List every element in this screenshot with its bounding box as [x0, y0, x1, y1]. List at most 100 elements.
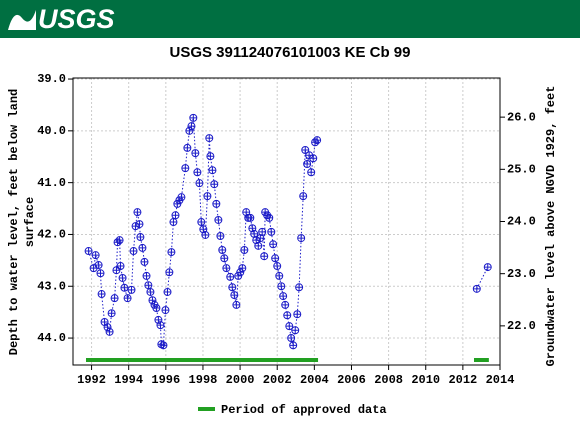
data-point [133, 208, 142, 217]
data-point [142, 271, 151, 280]
data-point [156, 321, 165, 330]
data-point [236, 268, 245, 277]
data-point [112, 266, 121, 275]
y2-tick-label: 26.0 [507, 110, 536, 124]
data-point [152, 304, 161, 313]
data-point [226, 272, 235, 281]
data-point [135, 220, 144, 229]
y-tick-label: 41.0 [37, 176, 66, 190]
y-tick-label: 39.0 [37, 72, 66, 86]
y-axis-label: Depth to water level, feet below land [7, 89, 21, 355]
usgs-logo: USGS [8, 4, 115, 34]
x-tick-label: 1992 [77, 373, 106, 387]
plot-frame [72, 77, 501, 366]
data-point [136, 233, 145, 242]
data-point [163, 287, 172, 296]
data-point [216, 232, 225, 240]
data-point [307, 168, 316, 177]
data-point [246, 213, 255, 222]
data-point [183, 143, 192, 152]
data-point [118, 273, 127, 282]
data-point [228, 283, 237, 292]
data-point [110, 294, 119, 303]
data-point [148, 296, 157, 305]
data-point [287, 334, 296, 343]
data-point [210, 180, 219, 189]
data-point [91, 251, 100, 260]
data-point [218, 246, 227, 254]
data-point [105, 327, 114, 336]
data-point [472, 284, 481, 293]
data-point [214, 215, 223, 224]
data-point [191, 149, 200, 158]
data-point [193, 168, 202, 177]
data-point [230, 291, 239, 300]
x-tick-label: 2012 [448, 373, 477, 387]
y2-tick-label: 23.0 [507, 267, 536, 281]
data-point [269, 240, 278, 249]
data-point [291, 326, 300, 335]
data-point [301, 146, 310, 154]
data-point [97, 289, 106, 299]
header-bar [0, 0, 580, 38]
data-point [177, 193, 186, 202]
data-point [309, 154, 318, 163]
data-point [212, 199, 221, 208]
y-tick-label: 44.0 [37, 331, 66, 345]
data-point [107, 309, 116, 318]
data-point [115, 236, 124, 245]
data-point [303, 160, 312, 168]
data-point [169, 218, 178, 227]
y-tick-label: 43.0 [37, 279, 66, 293]
data-point [260, 252, 269, 261]
data-point [120, 283, 129, 292]
data-point [140, 257, 149, 266]
data-point [283, 311, 292, 320]
data-point [116, 262, 125, 271]
data-point [127, 285, 136, 294]
data-point [295, 283, 304, 292]
x-tick-label: 2014 [486, 373, 515, 387]
logo-text: USGS [38, 4, 115, 34]
data-point [167, 248, 176, 257]
legend-label: Period of approved data [221, 403, 387, 417]
data-point [161, 306, 170, 315]
data-point [187, 122, 196, 131]
data-point [181, 164, 190, 173]
data-point [144, 281, 153, 290]
data-point [250, 229, 259, 238]
y-tick-label: 40.0 [37, 124, 66, 138]
data-point [206, 152, 215, 161]
data-line [88, 117, 318, 347]
data-point [94, 261, 103, 270]
data-point [165, 268, 174, 277]
data-point [222, 264, 231, 273]
data-point [103, 323, 112, 332]
y2-tick-label: 25.0 [507, 162, 536, 176]
x-tick-label: 2004 [300, 373, 329, 387]
data-point [123, 294, 132, 303]
data-point [197, 218, 206, 227]
data-point [138, 243, 147, 252]
data-point [129, 247, 138, 256]
data-point [277, 282, 286, 291]
data-point [96, 269, 105, 278]
data-point [254, 241, 263, 250]
data-point [84, 247, 93, 256]
x-tick-label: 1998 [189, 373, 218, 387]
data-point [483, 263, 492, 272]
data-point [256, 234, 265, 243]
x-tick-label: 2006 [337, 373, 366, 387]
data-point [285, 322, 294, 331]
data-point [258, 227, 267, 236]
data-point [232, 300, 241, 309]
data-line [476, 266, 489, 290]
y-tick-label: 42.0 [37, 228, 66, 242]
data-point [220, 254, 229, 263]
x-tick-label: 2000 [226, 373, 255, 387]
y-axis-label: surface [23, 197, 37, 247]
data-point [265, 213, 274, 222]
data-point [297, 234, 306, 243]
x-tick-label: 1994 [114, 373, 143, 387]
data-point [185, 126, 194, 135]
